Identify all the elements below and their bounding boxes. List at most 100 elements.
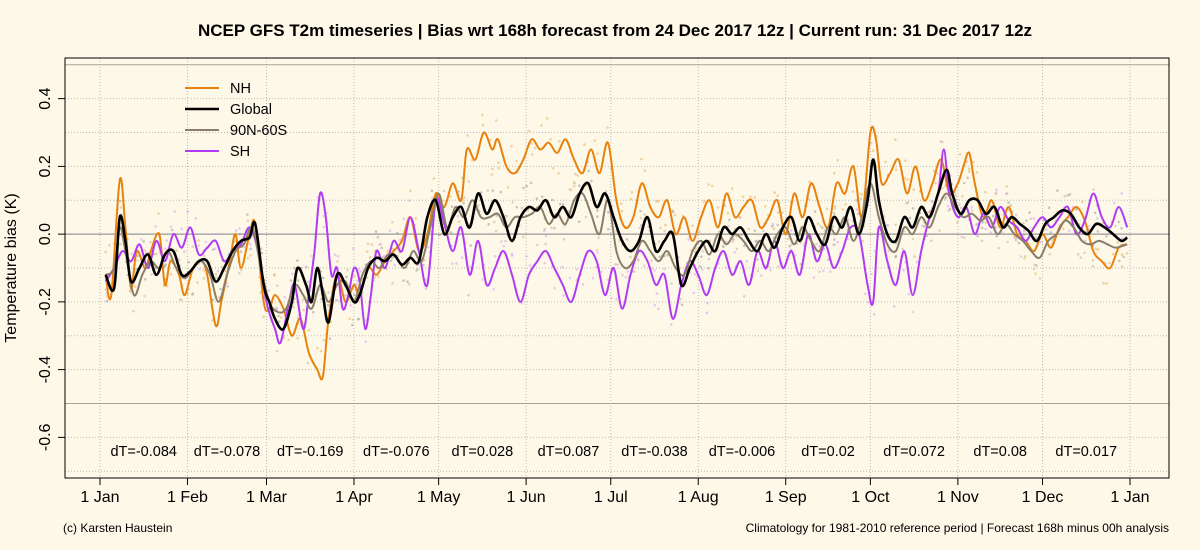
scatter-dot bbox=[816, 222, 820, 226]
scatter-dot bbox=[1022, 233, 1026, 236]
scatter-dot bbox=[365, 250, 369, 253]
scatter-dot bbox=[239, 268, 243, 272]
scatter-dot bbox=[761, 229, 765, 233]
scatter-dot bbox=[529, 181, 533, 185]
scatter-dot bbox=[296, 279, 300, 282]
scatter-dot bbox=[500, 240, 503, 243]
y-tick-label-2: -0.2 bbox=[37, 288, 54, 316]
scatter-dot bbox=[415, 269, 418, 272]
scatter-dot bbox=[756, 258, 759, 261]
scatter-dot bbox=[238, 232, 242, 236]
scatter-dot bbox=[583, 143, 586, 146]
scatter-dot bbox=[335, 298, 338, 302]
y-tick-label-3: 0.0 bbox=[37, 223, 54, 245]
scatter-dot bbox=[1048, 252, 1051, 256]
scatter-dot bbox=[462, 201, 465, 205]
scatter-dot bbox=[915, 260, 919, 264]
scatter-dot bbox=[307, 329, 311, 332]
scatter-dot bbox=[1032, 217, 1036, 220]
scatter-dot bbox=[663, 267, 666, 271]
scatter-dot bbox=[710, 184, 714, 188]
scatter-dot bbox=[732, 238, 735, 241]
scatter-dot bbox=[136, 254, 139, 258]
scatter-dot bbox=[149, 240, 152, 244]
scatter-dot bbox=[1062, 227, 1065, 231]
legend: NH Global 90N-60S SH bbox=[185, 81, 287, 160]
scatter-dot bbox=[607, 211, 610, 214]
scatter-dot bbox=[144, 278, 147, 281]
scatter-dot bbox=[105, 299, 109, 303]
scatter-dot bbox=[629, 197, 633, 201]
scatter-dot bbox=[1076, 253, 1080, 256]
scatter-dot bbox=[177, 258, 181, 261]
scatter-dot bbox=[267, 289, 271, 292]
scatter-dot bbox=[536, 243, 539, 247]
scatter-dot bbox=[670, 282, 673, 285]
scatter-dot bbox=[346, 268, 349, 272]
scatter-dot bbox=[620, 209, 624, 213]
x-tick-label-9: 1 Oct bbox=[851, 489, 890, 506]
annotation-dt-10: dT=0.08 bbox=[973, 444, 1027, 460]
scatter-dot bbox=[731, 240, 735, 243]
y-tick-label-0: -0.6 bbox=[37, 423, 54, 451]
scatter-dot bbox=[282, 336, 286, 340]
scatter-dot bbox=[246, 213, 249, 216]
scatter-dot bbox=[636, 257, 640, 261]
scatter-dot bbox=[438, 233, 441, 237]
scatter-dot bbox=[374, 230, 378, 233]
scatter-dot bbox=[506, 186, 510, 189]
scatter-dot bbox=[643, 213, 647, 216]
x-tick-label-0: 1 Jan bbox=[80, 489, 119, 506]
scatter-dot bbox=[522, 235, 525, 239]
scatter-dot bbox=[790, 243, 793, 247]
scatter-dot bbox=[175, 249, 178, 252]
scatter-dot bbox=[1120, 265, 1124, 268]
scatter-dot bbox=[196, 281, 199, 284]
scatter-dot bbox=[693, 272, 697, 276]
scatter-dot bbox=[911, 207, 915, 210]
scatter-dot bbox=[908, 216, 912, 220]
scatter-dot bbox=[799, 241, 803, 245]
scatter-dot bbox=[994, 191, 998, 194]
scatter-dot bbox=[691, 224, 694, 228]
scatter-dot bbox=[777, 265, 780, 268]
scatter-dot bbox=[1094, 247, 1098, 251]
scatter-dot bbox=[376, 236, 380, 239]
scatter-dot bbox=[587, 169, 590, 173]
scatter-dot bbox=[578, 184, 581, 187]
scatter-dot bbox=[202, 277, 206, 280]
scatter-dot bbox=[132, 309, 135, 313]
scatter-dot bbox=[664, 223, 667, 227]
scatter-dot bbox=[1034, 272, 1037, 275]
scatter-dot bbox=[280, 316, 283, 319]
x-tick-label-5: 1 Jun bbox=[507, 489, 546, 506]
scatter-dot bbox=[981, 220, 984, 224]
footer-right: Climatology for 1981-2010 reference peri… bbox=[746, 521, 1169, 535]
scatter-dot bbox=[391, 282, 394, 285]
scatter-dot bbox=[357, 268, 360, 271]
scatter-dot bbox=[348, 317, 352, 321]
scatter-dot bbox=[119, 199, 122, 203]
scatter-dot bbox=[894, 138, 897, 141]
scatter-dot bbox=[1092, 188, 1095, 191]
scatter-dot bbox=[140, 238, 143, 241]
scatter-dot bbox=[1105, 282, 1108, 285]
scatter-dot bbox=[561, 265, 564, 269]
scatter-dot bbox=[525, 184, 528, 188]
series-lines bbox=[104, 125, 1129, 381]
x-tick-label-6: 1 Jul bbox=[594, 489, 628, 506]
scatter-dot bbox=[202, 269, 205, 272]
scatter-dot bbox=[104, 288, 108, 291]
scatter-dot bbox=[1121, 237, 1124, 240]
series-line-global bbox=[104, 158, 1129, 331]
scatter-dot bbox=[377, 275, 380, 279]
scatter-dot bbox=[307, 280, 310, 284]
scatter-dot bbox=[657, 307, 660, 311]
scatter-dot bbox=[773, 191, 776, 194]
scatter-dot bbox=[764, 205, 767, 208]
scatter-dot bbox=[680, 303, 684, 307]
scatter-dot bbox=[326, 303, 330, 307]
scatter-dot bbox=[522, 186, 525, 190]
scatter-dot bbox=[344, 293, 347, 297]
scatter-dot bbox=[701, 249, 704, 253]
